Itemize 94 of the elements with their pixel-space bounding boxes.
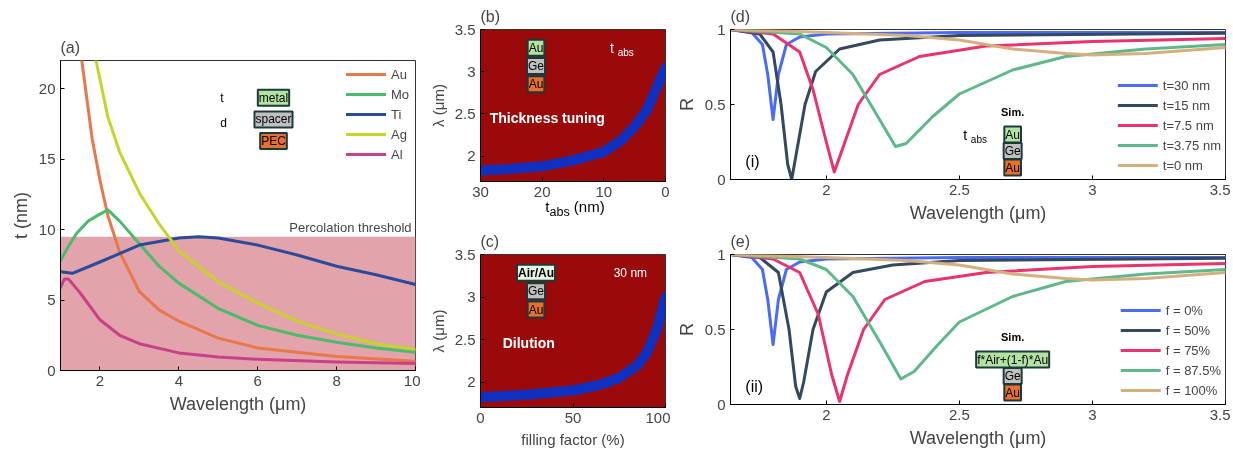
line-series	[60, 277, 416, 365]
legend-label: Ti	[391, 106, 403, 122]
x-tick-label: 2.5	[948, 180, 970, 198]
chart-title: (a)	[60, 38, 81, 56]
legend-label: Mo	[391, 86, 411, 102]
chart-title: (c)	[480, 232, 500, 250]
y-tick-label: 3	[467, 62, 476, 80]
x-tick-label: 6	[253, 371, 262, 389]
line-series	[60, 235, 416, 287]
x-tick-label: 2.5	[948, 405, 970, 423]
annotation: 30 nm	[613, 265, 648, 280]
annotation: t	[220, 90, 225, 105]
chart-title: (e)	[730, 232, 751, 250]
legend-label: t=30 nm	[1162, 77, 1211, 93]
annotation: Au	[1005, 385, 1020, 400]
annotation: spacer	[255, 112, 292, 127]
y-tick-label: 10	[38, 220, 56, 238]
line-series	[730, 29, 1226, 57]
legend-label: f = 100%	[1165, 382, 1218, 398]
x-axis-title: Wavelength (μm)	[909, 427, 1047, 448]
line-series	[60, 208, 416, 354]
x-tick-label: 30	[472, 182, 489, 200]
x-tick-label: 8	[332, 371, 341, 389]
y-tick-label: 15	[38, 150, 56, 168]
chart-title: (d)	[730, 7, 751, 25]
y-tick-label: 3	[467, 288, 476, 305]
annotation: Air/Au	[518, 265, 554, 280]
y-tick-label: 0.5	[704, 320, 726, 338]
legend-label: t=0 nm	[1162, 157, 1203, 173]
legend-label: f = 0%	[1165, 302, 1203, 318]
x-tick-label: 3.5	[1209, 405, 1231, 423]
annotation: metal	[258, 90, 289, 105]
y-tick-label: 2	[467, 147, 476, 165]
y-axis-title: R	[676, 98, 697, 111]
x-tick-label: 3	[1088, 180, 1097, 198]
x-tick-label: 20	[533, 182, 551, 200]
annotation: Thickness tuning	[489, 109, 605, 126]
x-tick-label: 10	[403, 371, 421, 389]
x-tick-label: 0	[661, 182, 670, 200]
legend-label: Au	[391, 66, 408, 82]
y-tick-label: 5	[47, 291, 56, 309]
legend-label: f = 75%	[1165, 342, 1211, 358]
line-series	[730, 254, 1226, 282]
x-tick-label: 10	[595, 182, 613, 200]
x-tick-label: 2	[95, 371, 105, 389]
annotation: d	[220, 115, 227, 130]
legend-label: t=3.75 nm	[1162, 137, 1221, 153]
y-tick-label: 20	[38, 79, 56, 97]
annotation: Sim.	[1001, 331, 1025, 343]
annotation: f*Air+(1-f)*Au	[977, 352, 1049, 367]
annotation: Au	[1005, 127, 1020, 142]
y-tick-label: 2.5	[454, 330, 476, 348]
annotation: Au	[1005, 160, 1020, 175]
x-axis-title: t$_{abs}$ (nm)	[545, 198, 605, 220]
y-axis-title: λ (μm)	[429, 309, 447, 353]
x-tick-label: 2	[822, 180, 831, 198]
x-tick-label: 3.5	[1209, 180, 1231, 198]
legend-label: t=7.5 nm	[1162, 117, 1214, 133]
annotation: (i)	[745, 153, 760, 170]
annotation: Dilution	[502, 335, 555, 352]
y-tick-label: 0.5	[704, 95, 726, 113]
y-tick-label: 1	[717, 245, 726, 263]
y-axis-title: λ (μm)	[429, 84, 447, 127]
annotation: Ge	[528, 58, 545, 73]
legend-label: f = 87.5%	[1165, 362, 1221, 378]
x-tick-label: 3	[1088, 405, 1097, 423]
legend-label: Ag	[391, 126, 408, 142]
y-tick-label: 2.5	[454, 104, 476, 122]
y-axis-title: R	[676, 323, 697, 336]
y-tick-label: 3.5	[454, 20, 476, 38]
x-axis-title: Wavelength (μm)	[169, 393, 307, 414]
x-tick-label: 100	[645, 408, 671, 426]
annotation: Au	[528, 40, 544, 55]
y-tick-label: 1	[717, 20, 726, 38]
y-tick-label: 3.5	[454, 245, 476, 263]
annotation: Ge	[1004, 369, 1021, 383]
chart-title: (b)	[480, 7, 501, 25]
x-tick-label: 50	[564, 408, 582, 426]
annotation: Ge	[528, 284, 545, 299]
x-axis-title: Wavelength (μm)	[909, 202, 1047, 223]
x-tick-label: 2	[822, 405, 831, 423]
legend-label: Al	[391, 146, 404, 162]
annotation: Au	[528, 77, 544, 92]
annotation: PEC	[261, 134, 287, 149]
legend-label: f = 50%	[1165, 322, 1211, 338]
annotation: Au	[528, 302, 544, 317]
band-label: Percolation threshold	[289, 219, 412, 235]
legend-label: t=15 nm	[1162, 97, 1211, 113]
y-axis-title: t (nm)	[10, 192, 31, 239]
annotation: (ii)	[745, 378, 764, 395]
x-tick-label: 4	[174, 371, 184, 389]
x-axis-title: filling factor (%)	[521, 430, 625, 448]
annotation: Sim.	[1001, 106, 1025, 118]
annotation: Ge	[1004, 144, 1021, 158]
